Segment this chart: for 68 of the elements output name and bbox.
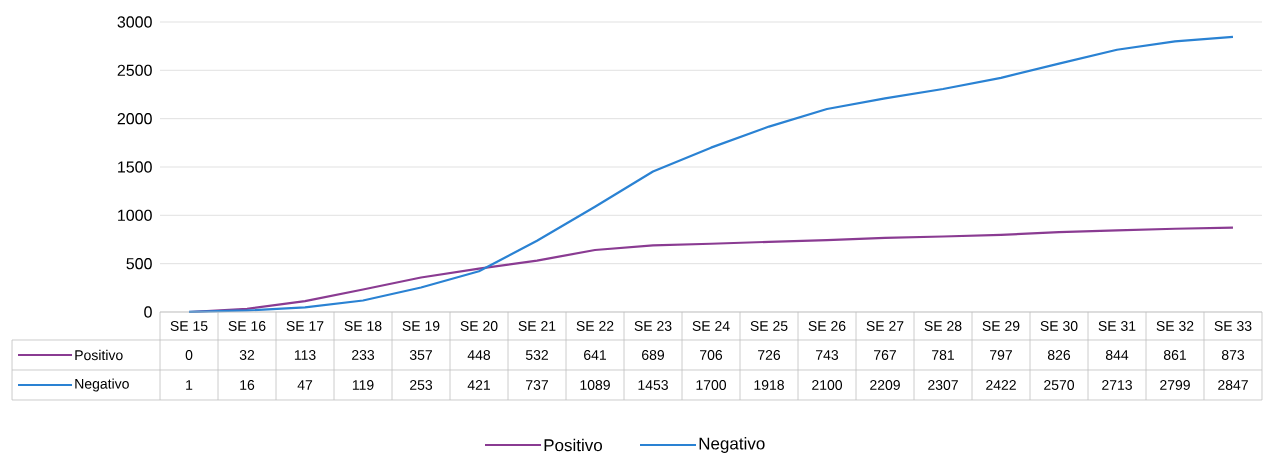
data-label: 113 (294, 350, 316, 360)
data-label: 2209 (870, 380, 900, 390)
y-tick-label: 3000 (117, 16, 152, 28)
text: Positivo (544, 438, 603, 452)
data-label: 16 (240, 380, 255, 390)
legend-label: Negativo (75, 378, 129, 392)
data-label: 0 (185, 350, 193, 360)
x-tick-label: SE 32 (1156, 321, 1194, 331)
data-label: 2422 (986, 380, 1016, 390)
x-tick-label: SE 27 (866, 321, 904, 331)
x-tick-label: SE 18 (344, 321, 382, 331)
data-label: 767 (874, 350, 896, 360)
data-label: 826 (1047, 350, 1071, 360)
data-label: 641 (584, 350, 606, 360)
x-tick-label: SE 22 (576, 321, 614, 331)
data-label: 233 (352, 350, 375, 360)
data-label: 726 (758, 350, 781, 360)
data-label: 781 (932, 350, 954, 360)
y-tick-label: 500 (126, 258, 152, 270)
x-tick-label: SE 29 (982, 321, 1020, 331)
data-label: 1453 (638, 380, 668, 390)
x-tick-label: SE 20 (460, 321, 498, 331)
text: Negativo (699, 437, 765, 453)
data-label: 119 (352, 380, 374, 390)
x-tick-label: SE 25 (750, 321, 788, 331)
y-tick-label: 0 (144, 306, 152, 318)
x-tick-label: SE 19 (402, 321, 440, 331)
data-label: 1 (186, 380, 193, 390)
x-tick-label: SE 21 (518, 321, 556, 331)
y-tick-label: 2500 (117, 64, 152, 76)
data-label: 532 (525, 350, 548, 360)
data-label: 357 (409, 350, 432, 360)
data-label: 737 (526, 380, 548, 390)
data-label: 448 (467, 350, 491, 360)
y-tick-label: 1500 (118, 161, 152, 173)
x-tick-label: SE 33 (1214, 321, 1252, 331)
x-tick-label: SE 15 (170, 321, 208, 331)
x-tick-label: SE 16 (228, 321, 266, 331)
y-tick-label: 2000 (117, 113, 152, 125)
data-label: 32 (239, 350, 255, 360)
data-label: 2100 (812, 380, 843, 390)
data-label: 1700 (696, 380, 727, 390)
x-tick-label: SE 28 (924, 321, 962, 331)
x-tick-label: SE 30 (1040, 321, 1078, 331)
data-label: 253 (410, 380, 433, 390)
data-label: 2307 (928, 380, 958, 390)
data-label: 421 (467, 380, 490, 390)
data-label: 743 (816, 350, 839, 360)
data-label: 2570 (1044, 380, 1075, 390)
data-label: 873 (1221, 350, 1245, 360)
data-label: 689 (642, 350, 665, 360)
data-label: 844 (1105, 350, 1129, 360)
data-label: 1089 (580, 380, 610, 390)
x-tick-label: SE 31 (1098, 321, 1136, 331)
data-label: 1918 (754, 380, 784, 390)
x-tick-label: SE 17 (286, 321, 324, 331)
x-tick-label: SE 24 (692, 321, 730, 331)
x-tick-label: SE 23 (634, 321, 672, 331)
data-label: 2713 (1102, 380, 1132, 390)
data-label: 861 (1163, 350, 1186, 360)
x-tick-label: SE 26 (808, 321, 846, 331)
data-label: 47 (297, 380, 313, 390)
data-label: 797 (990, 350, 1012, 360)
legend-label: Positivo (75, 349, 123, 361)
data-label: 706 (700, 350, 723, 360)
data-label: 2847 (1218, 380, 1248, 390)
data-label: 2799 (1160, 380, 1190, 390)
y-tick-label: 1000 (118, 209, 152, 221)
